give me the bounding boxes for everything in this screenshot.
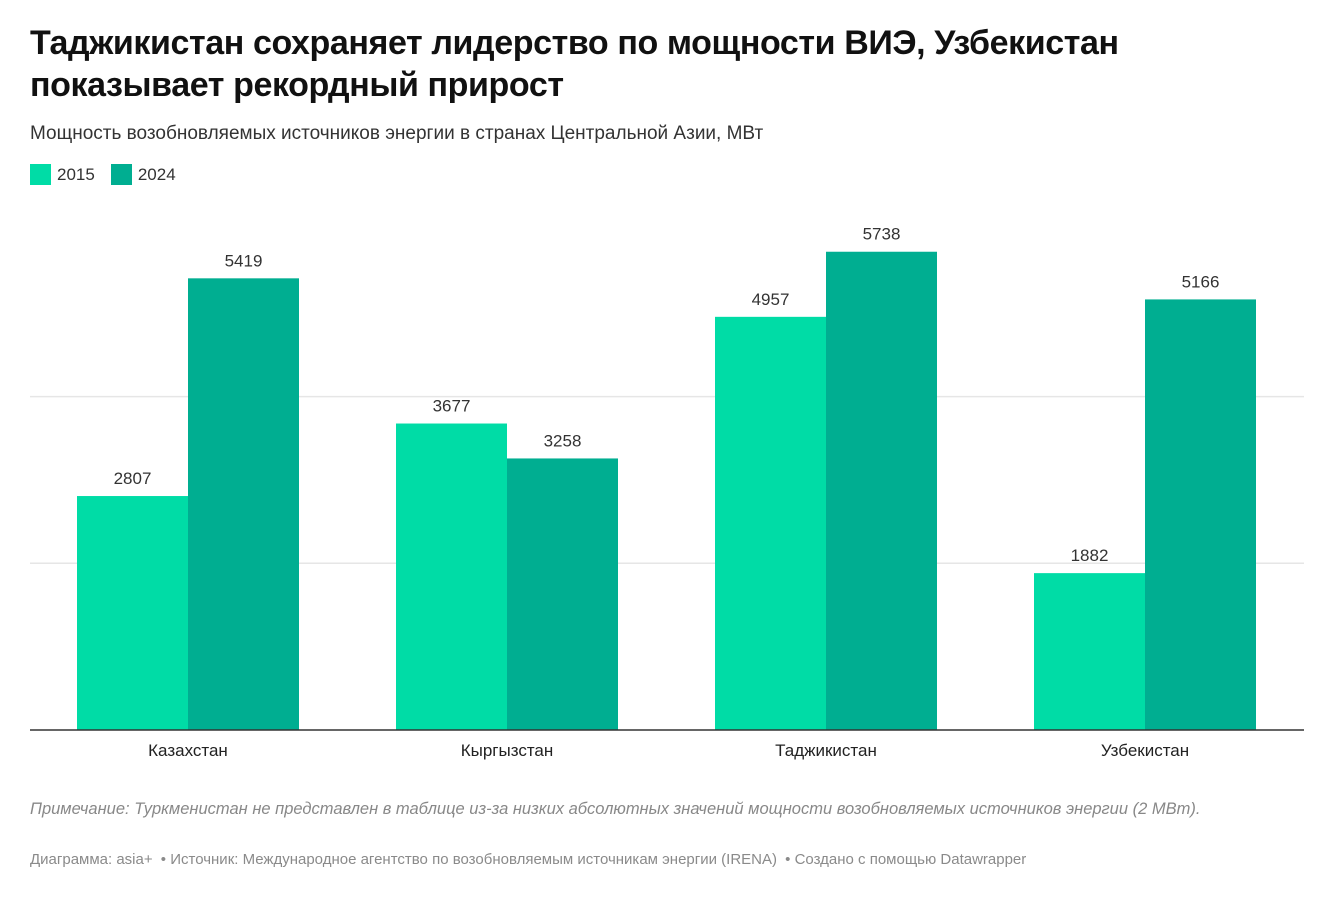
x-tick-label-3: Таджикистан <box>775 741 877 760</box>
legend-label-2015: 2015 <box>57 164 95 184</box>
bar-2-2015 <box>396 423 507 730</box>
data-label-2-2015: 3677 <box>433 397 471 416</box>
legend: 2015 2024 <box>30 164 192 185</box>
legend-item-2015: 2015 <box>30 164 95 185</box>
bar-4-2015 <box>1034 573 1145 730</box>
x-tick-label-4: Узбекистан <box>1101 741 1189 760</box>
bar-3-2024 <box>826 251 937 730</box>
chart-title: Таджикистан сохраняет лидерство по мощно… <box>30 24 1119 104</box>
bar-chart: 2807 5419 Казахстан 3677 3258 Кыргызстан 4957 5… <box>30 225 1304 760</box>
chart-subtitle: Мощность возобновляемых источников энерг… <box>30 123 764 144</box>
bar-2-2024 <box>507 458 618 730</box>
data-label-3-2024: 5738 <box>863 225 901 244</box>
data-label-2-2024: 3258 <box>544 431 582 450</box>
data-label-4-2024: 5166 <box>1182 272 1220 291</box>
chart-note: Примечание: Туркменистан не представлен … <box>30 800 1201 818</box>
legend-swatch-2015 <box>30 164 51 185</box>
data-label-4-2015: 1882 <box>1071 546 1109 565</box>
data-label-1-2015: 2807 <box>114 469 152 488</box>
footer-source: • Источник: Международное агентство по в… <box>160 851 777 868</box>
bar-1-2015 <box>77 496 188 730</box>
data-label-1-2024: 5419 <box>225 251 263 270</box>
bar-1-2024 <box>188 278 299 730</box>
x-tick-label-1: Казахстан <box>148 741 228 760</box>
footer-credit: Диаграмма: asia+ <box>30 851 153 868</box>
data-label-3-2015: 4957 <box>752 290 790 309</box>
footer-tool: • Создано с помощью Datawrapper <box>785 851 1027 868</box>
legend-swatch-2024 <box>110 164 132 185</box>
legend-label-2024: 2024 <box>137 164 176 184</box>
bar-3-2015 <box>715 316 826 730</box>
bar-4-2024 <box>1145 299 1256 730</box>
chart-footer: Диаграмма: asia+ • Источник: Международн… <box>30 850 1030 870</box>
x-tick-label-2: Кыргызстан <box>461 741 554 760</box>
legend-item-2024: 2024 <box>110 164 176 185</box>
